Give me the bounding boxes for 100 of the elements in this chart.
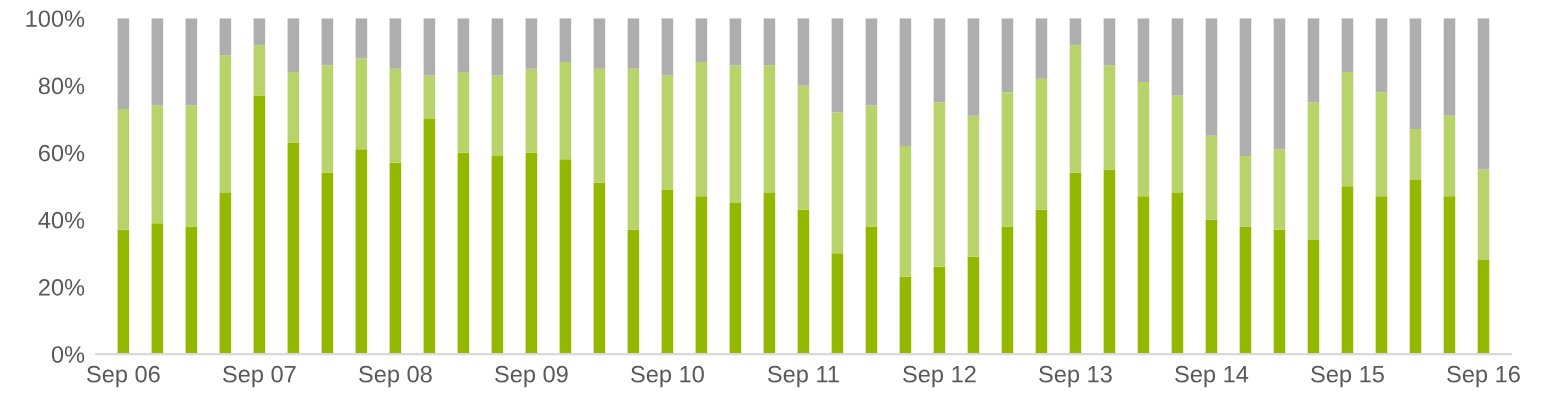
bar [899, 276, 912, 355]
bar [1307, 102, 1320, 240]
bar [797, 85, 810, 210]
bar [423, 18, 436, 76]
bar [1103, 65, 1116, 170]
x-tick-label: Sep 14 [1175, 365, 1249, 388]
x-tick-label: Sep 13 [1039, 365, 1112, 388]
bar [1205, 18, 1218, 136]
bar [253, 18, 266, 46]
bar [559, 18, 572, 62]
bar [831, 112, 844, 254]
y-tick-label: 20% [38, 279, 85, 296]
bar [865, 226, 878, 355]
bar [1205, 219, 1218, 355]
bar [1375, 18, 1388, 93]
bar [389, 68, 402, 163]
bar [253, 45, 266, 96]
bar [457, 18, 470, 73]
bar [593, 18, 606, 69]
bar [695, 61, 708, 197]
bar [1239, 155, 1252, 227]
bar [1069, 172, 1082, 355]
x-tick-label: Sep 15 [1311, 365, 1384, 388]
bar [933, 102, 946, 267]
bar [219, 192, 232, 355]
bar [1477, 260, 1490, 355]
bar [899, 145, 912, 277]
bar [1477, 169, 1490, 261]
bar [321, 172, 334, 355]
bar [729, 202, 742, 355]
bar [899, 18, 912, 146]
bar [525, 152, 538, 355]
bar [457, 152, 470, 355]
bar [627, 68, 640, 230]
bar [695, 196, 708, 355]
bar [219, 18, 232, 56]
x-tick-label: Sep 10 [631, 365, 704, 388]
bar [1341, 186, 1354, 355]
bar [1205, 135, 1218, 220]
bar [933, 18, 946, 103]
bar [1069, 45, 1082, 173]
bar [1171, 18, 1184, 96]
bar [525, 68, 538, 153]
bar [1103, 169, 1116, 355]
bar [559, 159, 572, 355]
x-tick-label: Sep 07 [223, 365, 296, 388]
bar [423, 119, 436, 355]
bar [321, 65, 334, 173]
bar [1477, 18, 1490, 170]
bar [117, 108, 130, 230]
bar [1035, 78, 1048, 210]
bar [287, 18, 300, 73]
bar [219, 55, 232, 193]
bar [117, 18, 130, 109]
bar [355, 149, 368, 355]
bar [797, 209, 810, 355]
bar [1273, 229, 1286, 355]
bar [1171, 95, 1184, 193]
bar [1443, 196, 1456, 355]
bar [1001, 92, 1014, 227]
x-tick-label: Sep 11 [767, 365, 839, 388]
bar [627, 18, 640, 69]
bar [1443, 115, 1456, 197]
x-tick-label: Sep 12 [903, 365, 976, 388]
y-tick-label: 80% [38, 77, 85, 95]
bar [185, 105, 198, 227]
bar [1375, 196, 1388, 355]
bar [967, 256, 980, 355]
bar [559, 61, 572, 160]
bar [763, 18, 776, 66]
bar [1341, 18, 1354, 73]
bar [763, 65, 776, 193]
bar [627, 229, 640, 355]
bar [1307, 18, 1320, 103]
bar [1307, 239, 1320, 355]
bar [593, 68, 606, 183]
bar [831, 18, 844, 113]
bar [865, 18, 878, 106]
bar [661, 189, 674, 355]
bar [729, 65, 742, 203]
bar [1001, 226, 1014, 355]
bar [389, 18, 402, 69]
bar [287, 142, 300, 355]
bar [1137, 18, 1150, 83]
bar [797, 18, 810, 86]
bar [185, 226, 198, 355]
bar [491, 75, 504, 156]
bar [865, 105, 878, 227]
bar [967, 115, 980, 257]
bar [1273, 18, 1286, 150]
bar [151, 18, 164, 106]
bar [695, 18, 708, 62]
bar [933, 266, 946, 355]
bar [763, 192, 776, 355]
y-tick-label: 100% [26, 10, 85, 28]
bar [185, 18, 198, 106]
bar [661, 18, 674, 76]
x-tick-label: Sep 06 [87, 365, 160, 388]
bar [491, 18, 504, 76]
x-tick-label: Sep 09 [495, 365, 568, 388]
